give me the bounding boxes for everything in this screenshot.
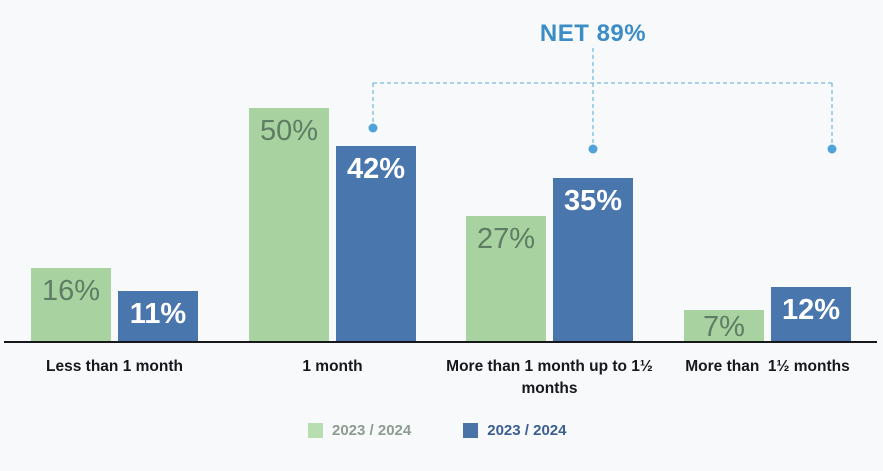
legend-label: 2023 / 2024	[487, 422, 567, 439]
category-label: More than 1½ months	[685, 358, 850, 375]
legend: 2023 / 2024 2023 / 2024	[308, 422, 567, 439]
bar-value-label: 50%	[259, 115, 319, 147]
bar: 42%	[336, 146, 416, 343]
legend-label: 2023 / 2024	[332, 422, 412, 439]
bar-value-label: 27%	[476, 223, 536, 255]
plot-area: 16% 11% 50% 42% 27% 35% 7% 12%	[4, 108, 877, 343]
legend-item-2023-2024-green: 2023 / 2024	[308, 422, 411, 439]
bar: 35%	[553, 178, 633, 343]
legend-swatch-blue	[463, 423, 479, 438]
bar: 16%	[31, 268, 111, 343]
bar: 27%	[466, 216, 546, 343]
bar: 12%	[771, 287, 851, 343]
bar: 7%	[684, 310, 764, 343]
bar: 11%	[118, 291, 198, 343]
bar-value-label: 12%	[781, 294, 841, 326]
category-label: 1 month	[302, 358, 363, 375]
bar-value-label: 42%	[346, 153, 406, 185]
category-label: Less than 1 month	[46, 358, 183, 375]
bar-value-label: 11%	[129, 298, 187, 330]
category-label: More than 1 month up to 1½ months	[446, 358, 658, 397]
net-annotation-label: NET 89%	[539, 20, 647, 47]
bar: 50%	[249, 108, 329, 343]
legend-item-2023-2024-blue: 2023 / 2024	[463, 422, 567, 439]
bar-value-label: 7%	[703, 310, 745, 343]
legend-swatch-green	[308, 423, 323, 438]
x-axis-line	[4, 341, 877, 343]
bar-value-label: 35%	[563, 185, 623, 217]
bar-value-label: 16%	[41, 275, 101, 307]
